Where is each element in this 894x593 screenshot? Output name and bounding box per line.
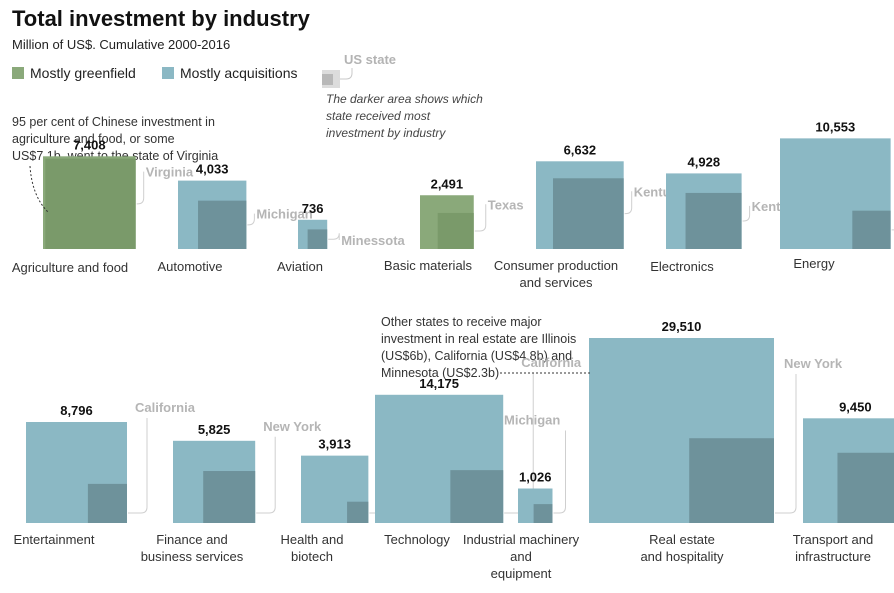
state-connector-basic-materials bbox=[474, 204, 487, 232]
state-square-technology bbox=[450, 470, 504, 523]
industry-label-industrial-machinery-and-equipment: and bbox=[510, 549, 532, 564]
value-label-entertainment: 8,796 bbox=[60, 403, 93, 418]
state-label-technology: California bbox=[521, 355, 582, 370]
industry-label-consumer-production-and-services: and services bbox=[520, 275, 593, 290]
industry-label-health-and-biotech: Health and bbox=[281, 532, 344, 547]
industry-label-finance-and-business-services: business services bbox=[141, 549, 244, 564]
state-connector-aviation bbox=[328, 233, 340, 240]
state-label-finance-and-business-services: New York bbox=[263, 419, 322, 434]
chart-subtitle: Million of US$. Cumulative 2000-2016 bbox=[12, 37, 231, 52]
state-connector-industrial-machinery-and-equipment bbox=[553, 430, 566, 514]
state-square-entertainment bbox=[87, 483, 128, 523]
value-label-aviation: 736 bbox=[302, 201, 324, 216]
key-swatch-inner bbox=[322, 74, 333, 85]
industry-label-energy: Energy bbox=[793, 256, 835, 271]
legend-acquisitions: Mostly acquisitions bbox=[162, 65, 298, 81]
industry-label-electronics: Electronics bbox=[650, 259, 714, 274]
state-square-health-and-biotech bbox=[347, 501, 369, 523]
legend-acquisitions-label: Mostly acquisitions bbox=[180, 65, 298, 81]
value-label-electronics: 4,928 bbox=[688, 154, 721, 169]
legend-greenfield-label: Mostly greenfield bbox=[30, 65, 136, 81]
legend-greenfield-swatch bbox=[12, 67, 24, 79]
state-square-agriculture-and-food bbox=[45, 158, 136, 249]
value-label-technology: 14,175 bbox=[419, 376, 459, 391]
state-square-energy bbox=[852, 210, 891, 249]
value-label-industrial-machinery-and-equipment: 1,026 bbox=[519, 470, 552, 485]
industry-label-health-and-biotech: biotech bbox=[291, 549, 333, 564]
industry-label-real-estate-and-hospitality: Real estate bbox=[649, 532, 715, 547]
industry-label-industrial-machinery-and-equipment: equipment bbox=[491, 566, 552, 581]
value-label-consumer-production-and-services: 6,632 bbox=[564, 142, 597, 157]
value-label-transport-and-infrastructure: 9,450 bbox=[839, 399, 872, 414]
state-connector-real-estate-and-hospitality bbox=[775, 374, 797, 514]
value-label-energy: 10,553 bbox=[815, 119, 855, 134]
state-label-automotive: Michigan bbox=[256, 207, 312, 222]
state-square-industrial-machinery-and-equipment bbox=[533, 504, 553, 523]
state-square-automotive bbox=[198, 200, 247, 249]
key-connector bbox=[340, 68, 353, 80]
state-connector-finance-and-business-services bbox=[256, 436, 276, 514]
state-label-basic-materials: Texas bbox=[488, 197, 524, 212]
state-label-agriculture-and-food: Virginia bbox=[146, 165, 194, 180]
industry-label-technology: Technology bbox=[384, 532, 450, 547]
legend-greenfield: Mostly greenfield bbox=[12, 65, 136, 81]
state-square-basic-materials bbox=[437, 212, 474, 249]
state-connector-electronics bbox=[742, 205, 751, 222]
value-label-agriculture-and-food: 7,408 bbox=[73, 137, 106, 152]
industry-label-finance-and-business-services: Finance and bbox=[156, 532, 228, 547]
value-label-real-estate-and-hospitality: 29,510 bbox=[662, 319, 702, 334]
state-square-aviation bbox=[307, 229, 328, 249]
industry-label-transport-and-infrastructure: Transport and bbox=[793, 532, 873, 547]
industry-label-entertainment: Entertainment bbox=[14, 532, 95, 547]
chart-title: Total investment by industry bbox=[12, 6, 310, 31]
state-label-industrial-machinery-and-equipment: Michigan bbox=[504, 413, 560, 428]
state-square-electronics bbox=[685, 192, 742, 249]
value-label-basic-materials: 2,491 bbox=[431, 176, 464, 191]
value-label-health-and-biotech: 3,913 bbox=[318, 437, 351, 452]
key-title: US state bbox=[344, 52, 397, 67]
state-square-real-estate-and-hospitality bbox=[689, 438, 774, 523]
state-label-real-estate-and-hospitality: New York bbox=[784, 356, 843, 371]
real-estate-annotation: Other states to receive major investment… bbox=[381, 315, 577, 380]
state-connector-agriculture-and-food bbox=[136, 171, 145, 205]
industry-label-industrial-machinery-and-equipment: Industrial machinery bbox=[463, 532, 580, 547]
industry-label-basic-materials: Basic materials bbox=[384, 258, 473, 273]
value-label-finance-and-business-services: 5,825 bbox=[198, 422, 231, 437]
industry-label-transport-and-infrastructure: infrastructure bbox=[795, 549, 871, 564]
state-label-aviation: Minessota bbox=[341, 233, 405, 248]
industry-label-aviation: Aviation bbox=[277, 259, 323, 274]
industry-label-consumer-production-and-services: Consumer production bbox=[494, 258, 618, 273]
state-square-finance-and-business-services bbox=[203, 471, 256, 523]
virginia-annotation: 95 per cent of Chinese investment in agr… bbox=[12, 115, 219, 163]
state-connector-consumer-production-and-services bbox=[624, 191, 633, 215]
state-connector-automotive bbox=[247, 213, 255, 226]
state-square-consumer-production-and-services bbox=[552, 178, 624, 249]
key-text: The darker area shows which state receiv… bbox=[326, 92, 483, 140]
state-square-transport-and-infrastructure bbox=[837, 452, 894, 523]
industry-label-agriculture-and-food: Agriculture and food bbox=[12, 260, 128, 275]
value-label-automotive: 4,033 bbox=[196, 162, 229, 177]
industry-label-automotive: Automotive bbox=[157, 259, 222, 274]
state-connector-entertainment bbox=[128, 417, 148, 514]
virginia-leader-line bbox=[29, 165, 49, 213]
state-label-entertainment: California bbox=[135, 400, 196, 415]
legend-acquisitions-swatch bbox=[162, 67, 174, 79]
industry-label-real-estate-and-hospitality: and hospitality bbox=[640, 549, 724, 564]
